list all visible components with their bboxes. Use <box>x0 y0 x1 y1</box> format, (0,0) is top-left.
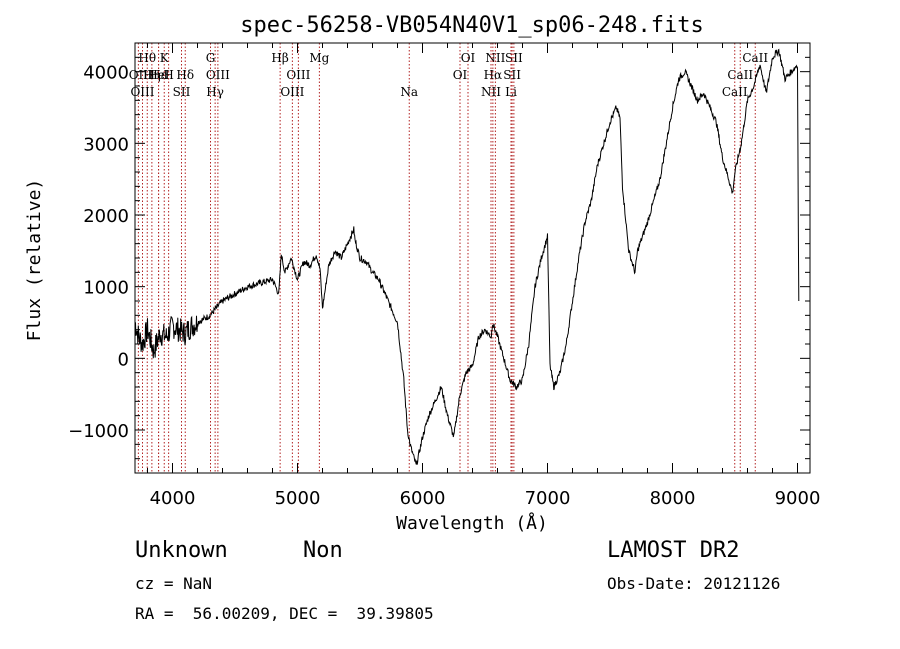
y-tick-label: 1000 <box>83 278 129 299</box>
y-tick-label: −1000 <box>68 421 129 442</box>
line-marker-label: OI <box>453 68 468 82</box>
line-marker-label: Hγ <box>206 85 224 99</box>
chart-title: spec-56258-VB054N40V1_sp06-248.fits <box>240 13 704 38</box>
object-class: Unknown <box>135 538 228 563</box>
y-tick-label: 4000 <box>83 63 129 84</box>
line-marker-label: H <box>163 68 173 82</box>
line-marker-label: NII <box>485 51 505 65</box>
x-tick-label: 7000 <box>525 488 571 509</box>
x-tick-label: 5000 <box>275 488 321 509</box>
line-marker-label: OIII <box>286 68 310 82</box>
x-tick-label: 8000 <box>650 488 696 509</box>
line-marker-label: OI <box>461 51 476 65</box>
line-marker-label: Hη <box>143 68 161 82</box>
line-marker-label: CaII <box>742 51 768 65</box>
y-axis-label: Flux (relative) <box>24 179 45 342</box>
x-tick-label: 9000 <box>775 488 821 509</box>
x-tick-label: 4000 <box>150 488 196 509</box>
axis-ticks: 4000 5000 6000 7000 8000 9000 −1000 0 1000 2000 30… <box>68 42 821 509</box>
x-tick-label: 6000 <box>400 488 446 509</box>
line-marker-label: Hθ <box>138 51 156 65</box>
spectrum-series <box>134 48 800 465</box>
line-marker-label: Li <box>505 85 517 99</box>
object-subclass: Non <box>303 538 343 563</box>
line-marker-label: Hα <box>484 68 503 82</box>
y-tick-label: 2000 <box>83 206 129 227</box>
line-marker-label: Mg <box>309 51 329 65</box>
line-marker-label: Na <box>400 85 418 99</box>
line-marker-label: SII <box>503 68 521 82</box>
line-marker-label: SII <box>505 51 523 65</box>
survey-name: LAMOST DR2 <box>607 538 740 563</box>
spectrum-line <box>134 48 800 465</box>
y-tick-label: 0 <box>118 349 129 370</box>
line-marker-label: NII <box>481 85 501 99</box>
redshift-cz: cz = NaN <box>135 574 213 593</box>
line-marker-label: SII <box>173 85 191 99</box>
plot-frame <box>134 42 811 474</box>
line-marker-label: CaII <box>727 68 753 82</box>
line-marker-label: K <box>160 51 170 65</box>
observation-date: Obs-Date: 20121126 <box>607 574 781 593</box>
line-marker-label: Hβ <box>271 51 288 65</box>
x-axis-label: Wavelength (Å) <box>396 512 548 534</box>
line-marker-label: OIII <box>280 85 304 99</box>
line-marker-label: OIII <box>206 68 230 82</box>
line-marker-label: G <box>206 51 216 65</box>
line-marker-label: Hδ <box>176 68 194 82</box>
coordinates: RA = 56.00209, DEC = 39.39805 <box>135 604 434 623</box>
line-marker-label: OIII <box>130 85 154 99</box>
y-tick-label: 3000 <box>83 134 129 155</box>
line-marker-label: CaII <box>722 85 748 99</box>
